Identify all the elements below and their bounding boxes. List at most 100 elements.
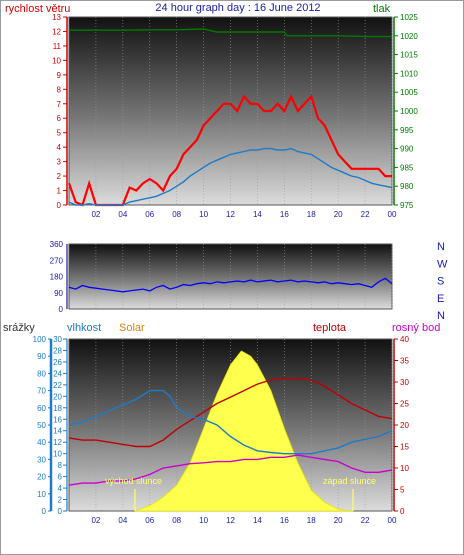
hour-tick-label: 22	[361, 516, 370, 525]
hour-tick-label: 02	[91, 516, 100, 525]
hour-tick-label: 06	[145, 516, 154, 525]
humidity-tick-label: 8	[58, 461, 63, 470]
hour-tick-label: 00	[388, 210, 397, 219]
humidity-tick-label: 4	[58, 484, 63, 493]
temperature-tick-label: 20	[400, 421, 409, 430]
humidity-tick-label: 22	[53, 381, 62, 390]
compass-label: S	[437, 276, 444, 288]
wind-speed-tick-label: 1	[57, 187, 62, 196]
chart-title: 24 hour graph day : 16 June 2012	[155, 2, 320, 14]
wind-pressure-chart: 0123456789101112139759809859909951000100…	[5, 2, 418, 219]
wind-speed-tick-label: 8	[57, 85, 62, 94]
wind-speed-tick-label: 2	[57, 172, 62, 181]
direction-tick-label: 270	[50, 256, 64, 265]
humidity-tick-label: 0	[58, 507, 63, 516]
hour-tick-label: 06	[145, 210, 154, 219]
humidity-tick-label: 30	[53, 335, 62, 344]
wind-speed-tick-label: 13	[52, 13, 61, 22]
wind-speed-tick-label: 0	[57, 201, 62, 210]
hour-tick-label: 14	[253, 516, 262, 525]
temperature-tick-label: 0	[400, 507, 405, 516]
hour-tick-label: 12	[226, 516, 235, 525]
pressure-tick-label: 1010	[400, 69, 418, 78]
pressure-axis-title: tlak	[373, 3, 391, 15]
rain-tick-label: 80	[37, 369, 46, 378]
wind-speed-axis-title: rychlost větru	[5, 3, 70, 15]
humidity-tick-label: 26	[53, 358, 62, 367]
rain-tick-label: 60	[37, 404, 46, 413]
dewpoint-line	[68, 454, 393, 486]
hour-tick-label: 00	[388, 516, 397, 525]
hour-tick-label: 02	[91, 210, 100, 219]
hour-tick-label: 18	[307, 516, 316, 525]
hour-tick-label: 16	[280, 210, 289, 219]
temperature-tick-label: 10	[400, 464, 409, 473]
compass-label: N	[437, 241, 445, 253]
pressure-tick-label: 995	[400, 126, 414, 135]
hour-tick-label: 04	[118, 516, 127, 525]
pressure-tick-label: 1020	[400, 32, 418, 41]
pressure-tick-label: 1005	[400, 88, 418, 97]
pressure-tick-label: 990	[400, 145, 414, 154]
rain-axis-title: srážky	[3, 322, 35, 334]
pressure-tick-label: 1025	[400, 13, 418, 22]
wind-pressure-series	[67, 28, 393, 207]
humidity-tick-label: 28	[53, 346, 62, 355]
humidity-tick-label: 12	[53, 438, 62, 447]
wind-direction-series	[68, 277, 393, 293]
wind-speed-tick-label: 11	[53, 42, 62, 51]
wind-speed-tick-label: 7	[57, 100, 62, 109]
compass-label: N	[437, 310, 445, 322]
wind-speed-tick-label: 12	[52, 27, 61, 36]
wind-speed-tick-label: 10	[52, 56, 61, 65]
rain-tick-label: 100	[33, 335, 47, 344]
hour-tick-label: 12	[226, 210, 235, 219]
temperature-humidity-solar-chart: 0102030405060708090100024681012141618202…	[3, 322, 440, 525]
rain-tick-label: 20	[37, 473, 46, 482]
temperature-line	[68, 377, 393, 448]
hour-tick-label: 16	[280, 516, 289, 525]
wind-direction-line	[68, 277, 393, 293]
sunset-annotation: západ slunce	[323, 476, 376, 486]
wind-pressure-gridlines	[95, 17, 393, 205]
solar-axis-title: Solar	[119, 322, 145, 334]
humidity-line	[68, 389, 393, 455]
temperature-tick-label: 40	[400, 335, 409, 344]
rain-tick-label: 70	[37, 387, 46, 396]
pressure-tick-label: 1015	[400, 51, 418, 60]
pressure-tick-label: 1000	[400, 107, 418, 116]
direction-tick-label: 90	[54, 289, 63, 298]
hour-tick-label: 18	[307, 210, 316, 219]
humidity-tick-label: 6	[58, 473, 63, 482]
humidity-tick-label: 14	[53, 427, 62, 436]
wind-speed-tick-label: 9	[57, 71, 62, 80]
rain-tick-label: 0	[42, 507, 47, 516]
hour-tick-label: 20	[334, 210, 343, 219]
humidity-tick-label: 2	[58, 496, 63, 505]
direction-tick-label: 180	[50, 273, 64, 282]
hour-tick-label: 10	[199, 516, 208, 525]
direction-tick-label: 0	[59, 305, 64, 314]
solar-area	[134, 350, 354, 512]
wind-pressure-axes: 0123456789101112139759809859909951000100…	[52, 13, 418, 219]
pressure-tick-label: 980	[400, 182, 414, 191]
temperature-tick-label: 30	[400, 378, 409, 387]
wind-speed-tick-label: 4	[57, 143, 62, 152]
humidity-tick-label: 24	[53, 369, 62, 378]
pressure-tick-label: 975	[400, 201, 414, 210]
humidity-tick-label: 18	[53, 404, 62, 413]
temperature-tick-label: 5	[400, 486, 405, 495]
wind-direction-gridlines	[95, 244, 393, 309]
hour-tick-label: 08	[172, 210, 181, 219]
pressure-tick-label: 985	[400, 163, 414, 172]
direction-tick-label: 360	[50, 240, 64, 249]
humidity-tick-label: 10	[53, 450, 62, 459]
temperature-series	[68, 350, 393, 512]
sunrise-annotation: východ slunce	[105, 476, 162, 486]
humidity-axis-title: vlhkost	[67, 322, 101, 334]
wind-speed-tick-label: 6	[57, 114, 62, 123]
